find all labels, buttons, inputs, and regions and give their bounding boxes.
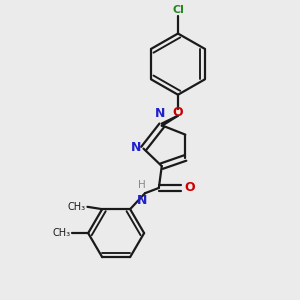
Text: CH₃: CH₃ [52, 228, 70, 238]
Text: O: O [173, 106, 183, 119]
Text: Cl: Cl [172, 4, 184, 15]
Text: N: N [137, 194, 147, 207]
Text: O: O [184, 182, 195, 194]
Text: CH₃: CH₃ [68, 202, 86, 212]
Text: H: H [138, 180, 146, 190]
Text: N: N [155, 107, 166, 120]
Text: N: N [131, 141, 141, 154]
